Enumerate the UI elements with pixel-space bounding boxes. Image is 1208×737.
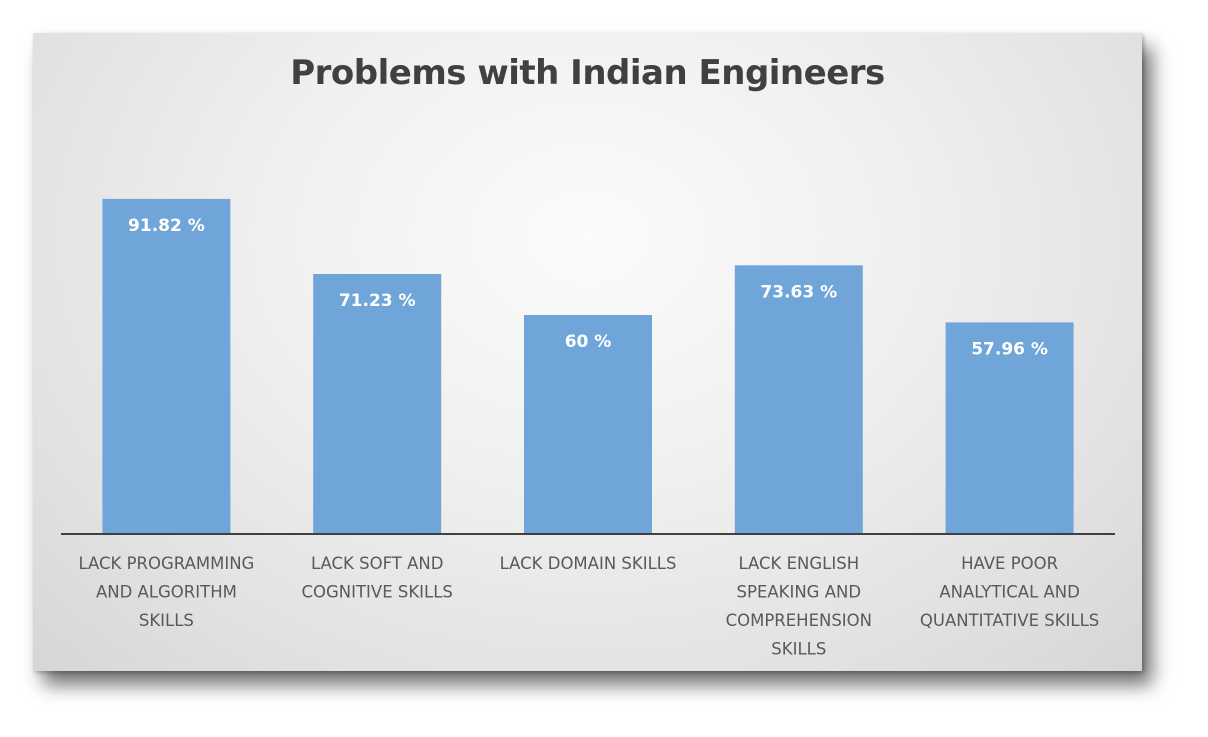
bar-1 (102, 198, 231, 534)
data-label-3: 60 % (565, 332, 612, 352)
category-label-5: HAVE POOR ANALYTICAL AND QUANTITATIVE SKIL… (920, 554, 1099, 630)
bar-3 (524, 315, 652, 534)
bar-2 (313, 274, 442, 534)
category-label-3: LACK DOMAIN SKILLS (500, 554, 677, 573)
data-label-1: 91.82 % (128, 216, 205, 236)
bar-chart: 91.82 % LACK PROGRAMMING AND ALGORITHM SKIL… (61, 198, 1115, 659)
category-label-4: LACK ENGLISH SPEAKING AND COMPREHENSION SKI… (726, 554, 872, 659)
chart-card: Problems with Indian Engineers 91.82 % LA… (33, 33, 1142, 671)
data-label-5: 57.96 % (971, 339, 1048, 359)
bar-5 (945, 322, 1074, 534)
data-label-2: 71.23 % (339, 291, 416, 311)
bar-4 (734, 265, 863, 534)
category-label-1: LACK PROGRAMMING AND ALGORITHM SKILLS (78, 554, 254, 630)
category-label-2: LACK SOFT AND COGNITIVE SKILLS (301, 554, 452, 602)
data-label-4: 73.63 % (760, 282, 837, 302)
chart-title: Problems with Indian Engineers (290, 53, 885, 93)
